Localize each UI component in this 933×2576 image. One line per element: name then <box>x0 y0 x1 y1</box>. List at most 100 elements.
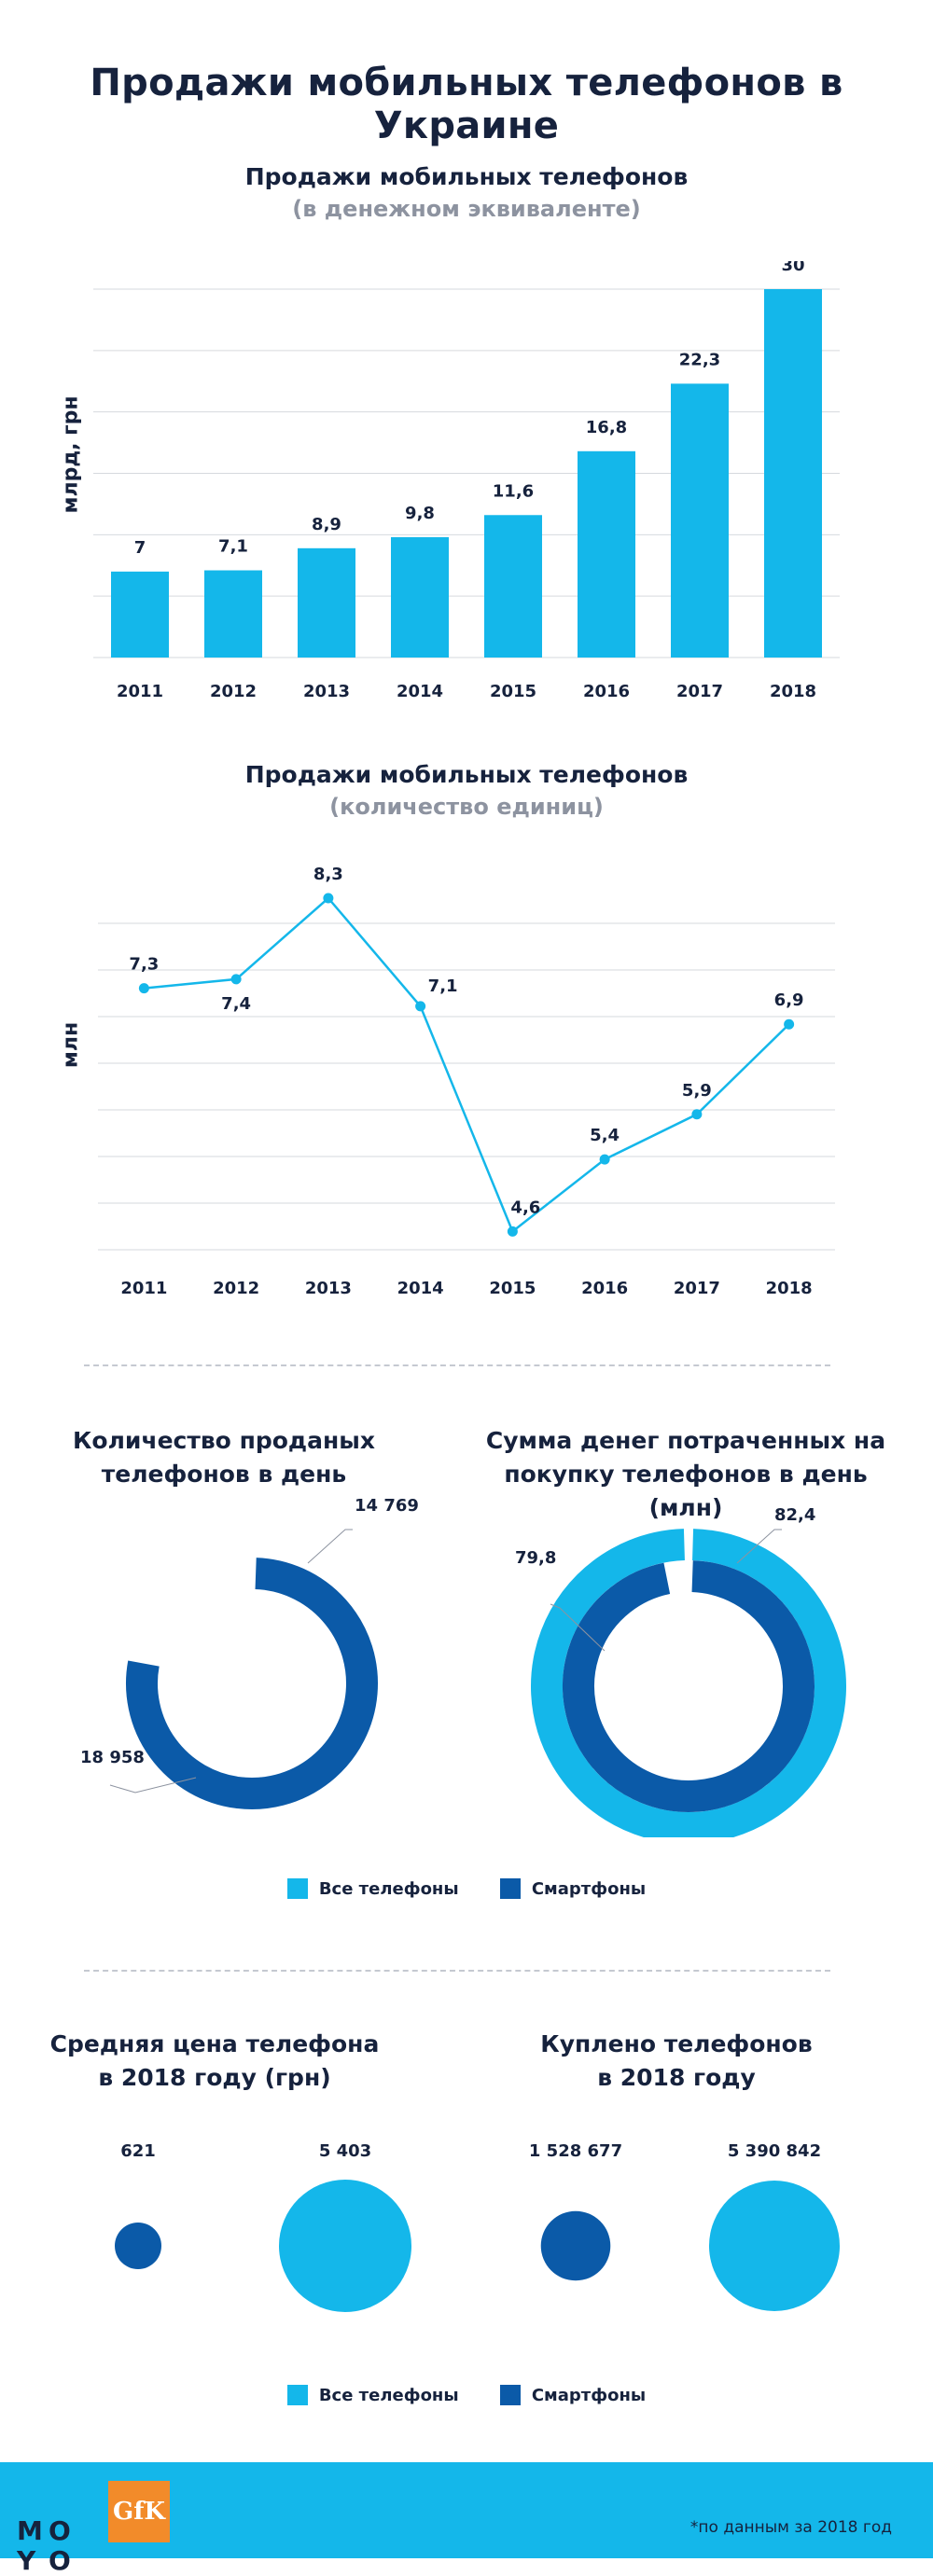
bar-value-label: 7,1 <box>218 537 248 557</box>
bar-value-label: 9,8 <box>405 504 435 523</box>
moyo-logo-letter: О <box>49 2545 71 2576</box>
legend-donuts: Все телефоны Смартфоны <box>0 1878 933 1899</box>
x-tick-label: 2017 <box>674 1279 720 1298</box>
donut-left-title-line2: телефонов в день <box>101 1461 347 1488</box>
leader-line <box>736 1529 782 1564</box>
legend2-smart-swatch <box>499 2385 521 2405</box>
bubble-left-title-line2: в 2018 году (грн) <box>98 2064 331 2091</box>
bar <box>764 289 822 658</box>
donut-left-inner-ring <box>126 1558 378 1809</box>
bar <box>484 515 542 658</box>
bar <box>391 536 449 658</box>
price-smart-label: 621 <box>120 2141 156 2161</box>
x-tick-label: 2018 <box>766 1279 813 1298</box>
data-point <box>323 893 334 904</box>
data-point <box>507 1226 518 1237</box>
donut-left-smart-label: 14 769 <box>355 1496 419 1516</box>
data-point <box>230 974 242 985</box>
donut-right-all-label: 82,4 <box>774 1505 815 1525</box>
x-tick-label: 2011 <box>120 1279 167 1298</box>
footnote: *по данным за 2018 год <box>689 2518 892 2537</box>
bar-value-label: 8,9 <box>312 515 341 534</box>
bar <box>578 450 635 658</box>
legend-all-label: Все телефоны <box>318 1878 459 1899</box>
bar-value-label: 30 <box>781 261 804 275</box>
x-tick-label: 2015 <box>490 682 536 701</box>
bar <box>298 547 355 658</box>
x-tick-label: 2016 <box>581 1279 628 1298</box>
donut-right-outer-ring <box>531 1529 846 1837</box>
section-divider <box>84 1364 830 1366</box>
moyo-logo-letter: М <box>17 2515 43 2546</box>
bought-smart-label: 1 528 677 <box>529 2141 622 2161</box>
point-value-label: 4,6 <box>510 1198 540 1217</box>
point-value-label: 7,4 <box>221 994 251 1014</box>
bar <box>111 571 169 658</box>
legend2-all-swatch <box>286 2385 308 2405</box>
bar-chart-title: Продажи мобильных телефонов <box>244 163 689 190</box>
bar-value-label: 11,6 <box>493 481 534 501</box>
x-tick-label: 2012 <box>210 682 257 701</box>
x-tick-label: 2017 <box>676 682 723 701</box>
bubble-right-title-line2: в 2018 году <box>597 2064 756 2091</box>
bar-value-label: 22,3 <box>679 350 720 369</box>
bubble-left-title: Средняя цена телефона в 2018 году (грн) <box>28 2028 401 2095</box>
bar-value-label: 16,8 <box>586 418 627 437</box>
data-point <box>415 1001 426 1012</box>
donut-left-all-label: 18 958 <box>80 1748 145 1767</box>
bought-all-bubble <box>709 2181 840 2311</box>
donut-charts: 14 769 18 958 82,4 79,8 <box>80 1496 846 1837</box>
price-smart-bubble <box>115 2223 161 2269</box>
legend-bubbles: Все телефоны Смартфоны <box>0 2385 933 2405</box>
x-tick-label: 2011 <box>117 682 163 701</box>
bubble-charts: 621 5 403 1 528 677 5 390 842 <box>115 2141 840 2312</box>
x-tick-label: 2013 <box>303 682 350 701</box>
bubble-right-title: Куплено телефонов в 2018 году <box>485 2028 868 2095</box>
line-chart: 7,3 2011 7,4 2012 8,3 2013 7,1 2014 4,6 2015 5,4 20… <box>98 865 835 1298</box>
point-value-label: 7,3 <box>129 955 159 975</box>
legend-all-swatch <box>286 1878 308 1899</box>
leader-line <box>307 1529 353 1564</box>
data-point <box>691 1109 703 1120</box>
moyo-logo-letter: Y <box>17 2545 36 2576</box>
x-tick-label: 2013 <box>305 1279 352 1298</box>
gfk-logo: GfK <box>108 2481 170 2542</box>
legend-smart-swatch <box>499 1878 521 1899</box>
donut-right-title-line2: покупку телефонов в день (млн) <box>504 1461 868 1521</box>
x-tick-label: 2012 <box>213 1279 259 1298</box>
legend2-all-label: Все телефоны <box>318 2385 459 2405</box>
bubble-left-title-line1: Средняя цена телефона <box>49 2030 380 2057</box>
series-line <box>144 896 790 1234</box>
point-value-label: 6,9 <box>774 990 804 1010</box>
data-point <box>599 1154 610 1165</box>
donut-left-title-line1: Количество проданых <box>73 1427 375 1454</box>
section-divider-2 <box>84 1970 830 1972</box>
donut-right-title-line1: Сумма денег потраченных на <box>485 1427 886 1454</box>
bought-smart-bubble <box>540 2210 611 2281</box>
bubble-right-title-line1: Куплено телефонов <box>540 2030 813 2057</box>
point-value-label: 7,1 <box>428 976 458 996</box>
leader-line <box>109 1777 197 1794</box>
bar-chart-subtitle: (в денежном эквиваленте) <box>292 196 641 222</box>
leader-line <box>550 1603 606 1652</box>
moyo-logo-letter: О <box>49 2515 71 2546</box>
bar <box>204 570 262 658</box>
point-value-label: 8,3 <box>313 865 343 884</box>
point-value-label: 5,9 <box>682 1081 712 1101</box>
x-tick-label: 2018 <box>770 682 816 701</box>
line-chart-subtitle: (количество единиц) <box>329 794 604 820</box>
legend2-smart-label: Смартфоны <box>531 2385 647 2405</box>
line-chart-title: Продажи мобильных телефонов <box>244 761 689 788</box>
x-tick-label: 2014 <box>397 1279 444 1298</box>
page-title: Продажи мобильных телефонов в Украине <box>90 62 843 147</box>
data-point <box>138 983 149 994</box>
point-value-label: 5,4 <box>590 1126 620 1145</box>
price-all-bubble <box>279 2180 411 2312</box>
donut-left-title: Количество проданых телефонов в день <box>37 1424 411 1491</box>
donut-right-inner-ring <box>563 1560 815 1812</box>
data-point <box>784 1018 795 1030</box>
moyo-logo: М О Y О <box>17 2518 73 2574</box>
bar-chart: 7 2011 7,1 2012 8,9 2013 9,8 2014 11,6 2015 16,8 20… <box>93 261 840 701</box>
donut-right-smart-label: 79,8 <box>515 1548 556 1568</box>
bar-value-label: 7 <box>134 538 146 558</box>
